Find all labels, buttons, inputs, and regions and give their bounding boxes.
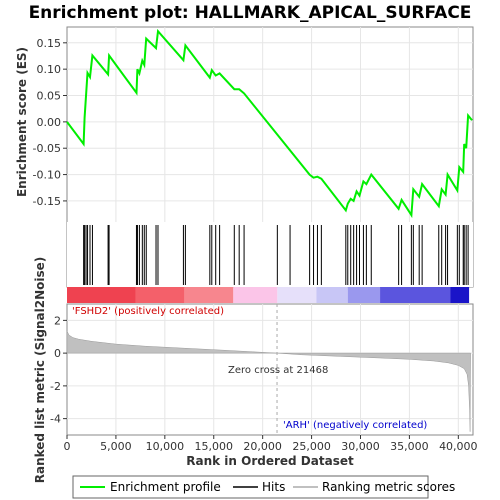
es-y-ticks: 0.15 0.10 0.05 0.00 -0.05 -0.10 -0.15 — [33, 37, 67, 208]
es-y-tick-label: -0.05 — [33, 142, 61, 155]
es-y-tick-label: 0.05 — [37, 90, 62, 103]
hits-panel — [67, 222, 473, 287]
es-y-tick-label: 0.15 — [37, 37, 62, 50]
legend-metric-label: Ranking metric scores — [322, 480, 455, 494]
rank-color-segment — [233, 287, 278, 303]
x-tick-label: 0 — [64, 440, 71, 453]
metric-y-ticks: 2 0 -2 -4 — [50, 314, 67, 426]
rank-color-segment — [347, 287, 381, 303]
es-y-tick-label: -0.15 — [33, 195, 61, 208]
rank-color-bar — [67, 287, 470, 303]
metric-panel-frame — [66, 303, 474, 436]
x-tick-label: 35,000 — [390, 440, 429, 453]
negative-correlation-label: 'ARH' (negatively correlated) — [283, 420, 427, 431]
es-gridlines — [67, 27, 473, 222]
rank-color-segment — [184, 287, 234, 303]
metric-y-tick-label: 2 — [54, 314, 61, 327]
metric-y-tick-label: -2 — [50, 380, 61, 393]
rank-color-segment — [316, 287, 348, 303]
es-y-tick-label: 0.00 — [37, 116, 62, 129]
x-tick-label: 15,000 — [194, 440, 233, 453]
metric-x-ticks: 0 5,000 10,000 15,000 20,000 25,000 30,000 35,0… — [64, 435, 478, 453]
rank-color-segment — [67, 287, 136, 303]
rank-color-segment — [277, 287, 317, 303]
es-y-tick-label: -0.10 — [33, 169, 61, 182]
x-tick-label: 5,000 — [100, 440, 132, 453]
metric-y-tick-label: 0 — [54, 347, 61, 360]
es-y-tick-label: 0.10 — [37, 63, 62, 76]
zero-cross-label: Zero cross at 21468 — [228, 365, 328, 376]
rank-color-segment — [450, 287, 470, 303]
x-tick-label: 25,000 — [292, 440, 331, 453]
x-axis-label: Rank in Ordered Dataset — [186, 454, 354, 468]
hits-background — [67, 222, 473, 287]
x-tick-label: 30,000 — [341, 440, 380, 453]
legend: Enrichment profile Hits Ranking metric s… — [72, 475, 455, 499]
metric-y-axis-label: Ranked list metric (Signal2Noise) — [33, 257, 47, 484]
positive-correlation-label: 'FSHD2' (positively correlated) — [72, 306, 224, 317]
rank-color-segment — [135, 287, 185, 303]
chart-title: Enrichment plot: HALLMARK_APICAL_SURFACE — [29, 3, 472, 23]
rank-color-segment — [380, 287, 451, 303]
enrichment-profile-line — [66, 28, 473, 219]
metric-y-tick-label: -4 — [50, 413, 61, 426]
legend-hits-label: Hits — [262, 480, 285, 494]
ranked-metric-panel: 2 0 -2 -4 0 5,000 10,000 15,000 20,000 25,000 30,… — [33, 257, 478, 484]
hit-marks — [83, 225, 469, 285]
legend-profile-label: Enrichment profile — [110, 480, 221, 494]
ranking-metric-area — [66, 330, 471, 432]
x-tick-label: 20,000 — [243, 440, 282, 453]
es-y-axis-label: Enrichment score (ES) — [15, 47, 29, 197]
x-tick-label: 10,000 — [146, 440, 185, 453]
x-tick-label: 40,000 — [439, 440, 478, 453]
